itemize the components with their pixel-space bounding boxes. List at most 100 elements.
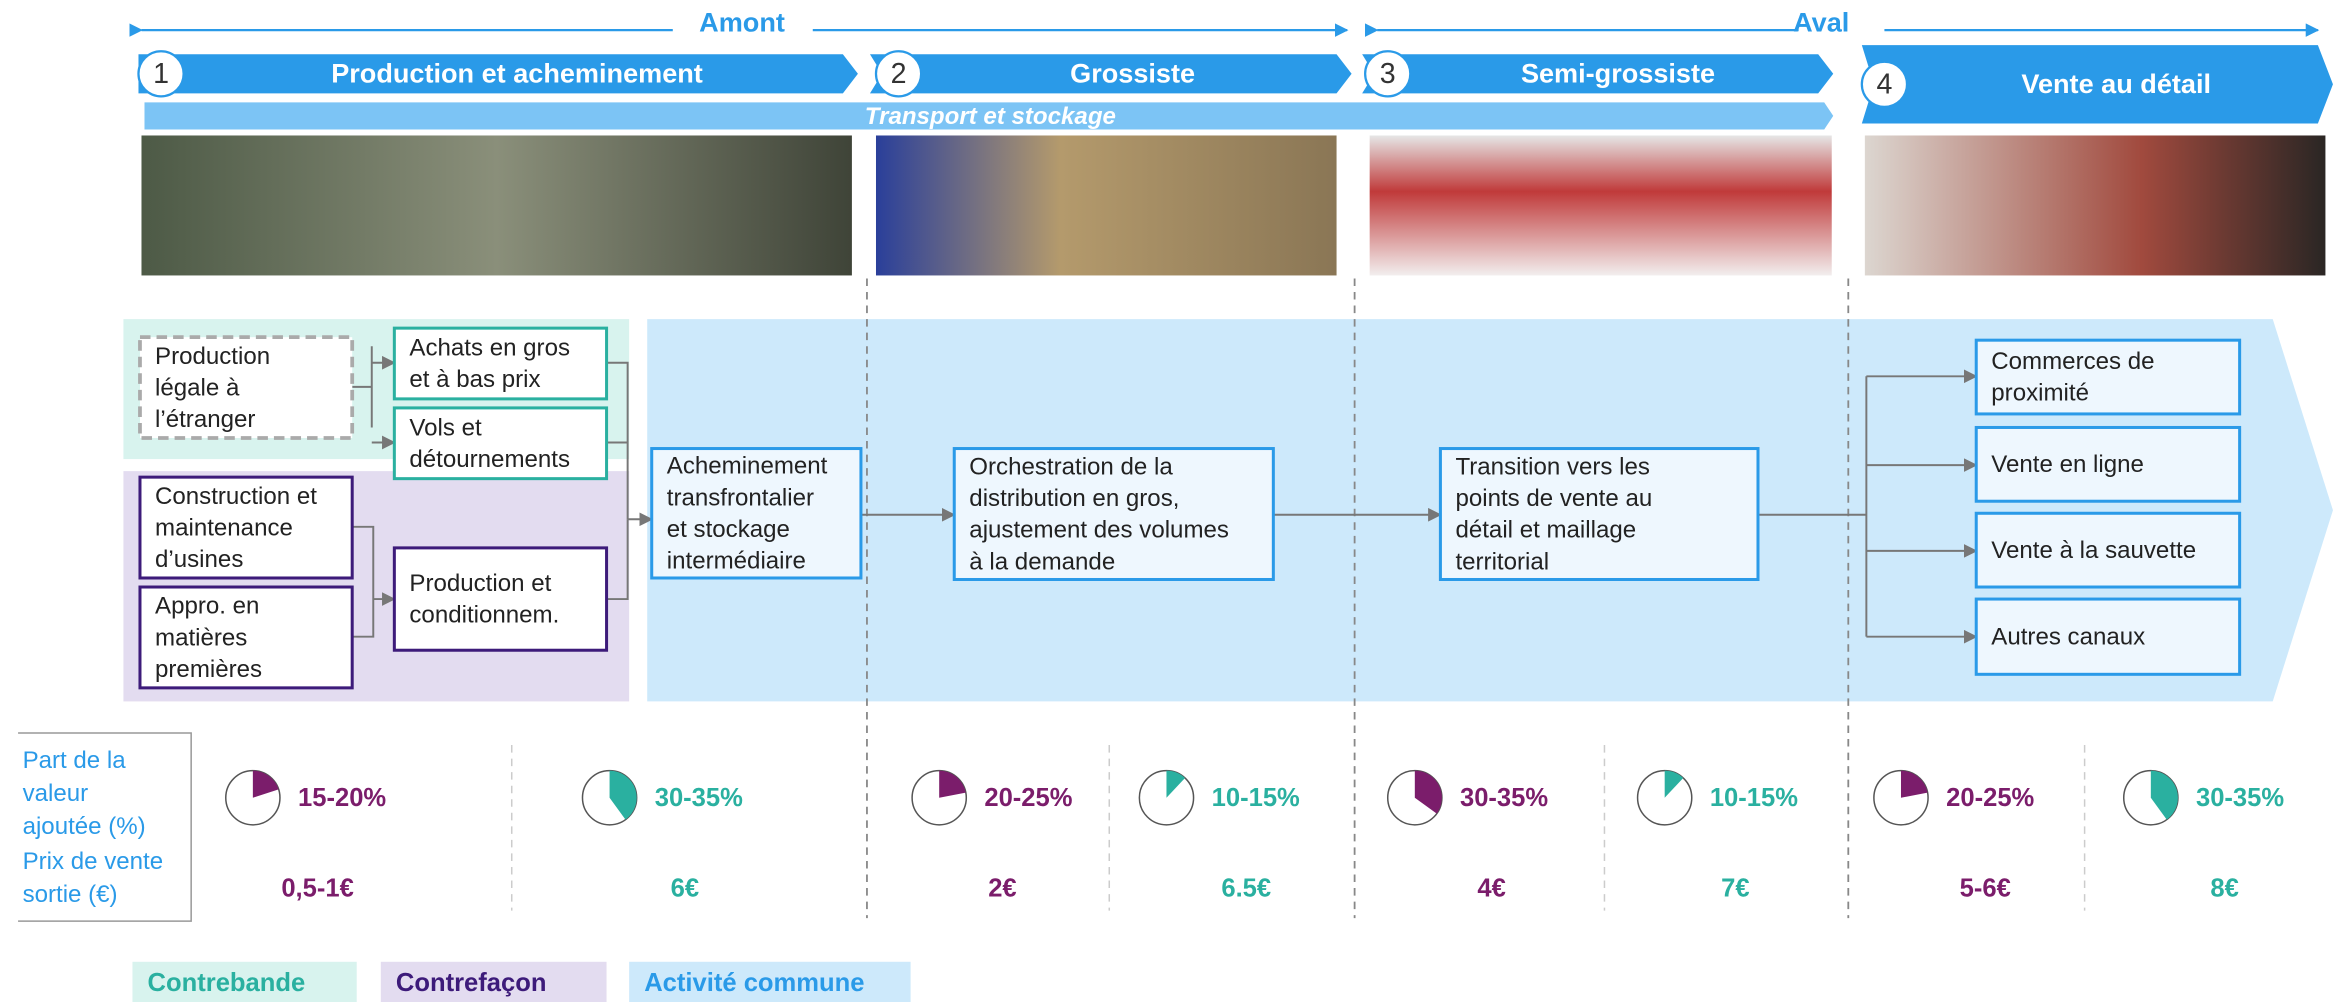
pie-wedge bbox=[1166, 770, 1186, 798]
stage-title: Production et acheminement bbox=[331, 57, 703, 88]
share-label: 10-15% bbox=[1710, 784, 1798, 812]
stage-banner bbox=[1861, 45, 2333, 124]
box-text: détail et maillage bbox=[1455, 517, 1636, 544]
upstream-label: Amont bbox=[699, 6, 785, 37]
box-text: conditionnem. bbox=[409, 602, 559, 629]
content: Amont Aval 1 Production et acheminement 2 Gro… bbox=[18, 6, 2333, 1002]
transport-bar bbox=[144, 102, 1834, 130]
stage-number: 3 bbox=[1380, 58, 1396, 90]
box-text: Transition vers les bbox=[1455, 453, 1649, 480]
box-text: et stockage bbox=[667, 516, 790, 543]
box-text: Commerces de bbox=[1991, 348, 2154, 375]
share-label: 30-35% bbox=[1460, 784, 1548, 812]
share-label: 30-35% bbox=[2196, 784, 2284, 812]
box-text: Production et bbox=[409, 570, 551, 597]
photo bbox=[1864, 135, 2326, 276]
legend-label: Activité commune bbox=[644, 969, 864, 997]
box-text: matières bbox=[155, 624, 247, 651]
process-box bbox=[1438, 447, 1760, 581]
box-text: proximité bbox=[1991, 380, 2089, 407]
price-label: 4€ bbox=[1477, 874, 1505, 902]
box-text: l’étranger bbox=[155, 406, 255, 433]
legend-label: Contrefaçon bbox=[396, 969, 547, 997]
process-box bbox=[392, 326, 609, 401]
box-text: Acheminement bbox=[667, 453, 828, 480]
process-box bbox=[138, 335, 355, 440]
box-text: intermédiaire bbox=[667, 548, 806, 575]
metrics-label: sortie (€) bbox=[23, 881, 118, 908]
stage-banner bbox=[138, 54, 858, 94]
box-text: détournements bbox=[409, 446, 570, 473]
box-text: transfrontalier bbox=[667, 484, 814, 511]
price-label: 6.5€ bbox=[1221, 874, 1271, 902]
process-box bbox=[138, 585, 354, 690]
legend-swatch bbox=[132, 961, 357, 1002]
box-text: Vente à la sauvette bbox=[1991, 537, 2196, 564]
box-text: premières bbox=[155, 656, 262, 683]
process-box bbox=[952, 447, 1275, 581]
box-text: distribution en gros, bbox=[969, 485, 1179, 512]
price-label: 6€ bbox=[671, 874, 699, 902]
transport-label: Transport et stockage bbox=[865, 103, 1116, 130]
stage-badge bbox=[1860, 60, 1909, 109]
photo bbox=[875, 135, 1337, 276]
connector bbox=[606, 361, 629, 520]
pie-wedge bbox=[1664, 770, 1684, 798]
legend-swatch bbox=[380, 961, 607, 1002]
process-box bbox=[392, 406, 609, 481]
metrics-label: Part de la bbox=[23, 747, 127, 774]
box-text: à la demande bbox=[969, 548, 1115, 575]
process-box bbox=[1974, 511, 2242, 589]
process-box bbox=[1974, 425, 2242, 503]
connector bbox=[606, 519, 629, 601]
photo bbox=[1369, 135, 1832, 276]
stage-number: 4 bbox=[1876, 68, 1892, 100]
pie-wedge bbox=[1900, 770, 1928, 798]
box-text: Vente en ligne bbox=[1991, 451, 2144, 478]
pie-wedge bbox=[2150, 770, 2178, 820]
box-text: Vols et bbox=[409, 414, 482, 441]
stage-banner bbox=[869, 54, 1352, 94]
share-label: 15-20% bbox=[298, 784, 386, 812]
pie-wedge bbox=[252, 770, 279, 798]
box-text: Orchestration de la bbox=[969, 453, 1173, 480]
pie-wedge bbox=[609, 770, 637, 820]
process-box bbox=[650, 447, 863, 580]
box-text: Appro. en bbox=[155, 593, 259, 620]
box-text: territorial bbox=[1455, 548, 1549, 575]
metrics-label: ajoutée (%) bbox=[23, 813, 146, 840]
metrics-label: valeur bbox=[23, 780, 89, 807]
pie-wedge bbox=[939, 770, 966, 798]
price-label: 7€ bbox=[1721, 874, 1749, 902]
metrics-label-frame bbox=[18, 732, 192, 922]
photo bbox=[141, 135, 852, 276]
stage-title: Semi-grossiste bbox=[1521, 57, 1715, 88]
price-label: 2€ bbox=[988, 874, 1016, 902]
stage-badge bbox=[137, 50, 185, 98]
box-text: ajustement des volumes bbox=[969, 517, 1229, 544]
stage-badge bbox=[874, 50, 923, 98]
box-text: Construction et bbox=[155, 483, 317, 510]
pie-wedge bbox=[1414, 770, 1442, 814]
stage-title: Grossiste bbox=[1070, 57, 1195, 88]
box-text: et à bas prix bbox=[409, 366, 540, 393]
process-box bbox=[1974, 338, 2242, 416]
box-text: Autres canaux bbox=[1991, 624, 2145, 651]
downstream-label: Aval bbox=[1793, 6, 1849, 37]
share-label: 20-25% bbox=[984, 784, 1072, 812]
share-label: 20-25% bbox=[1946, 784, 2034, 812]
box-text: d’usines bbox=[155, 546, 243, 573]
box-text: Production bbox=[155, 343, 270, 370]
price-label: 5-6€ bbox=[1960, 874, 2011, 902]
legend-label: Contrebande bbox=[148, 969, 306, 997]
box-text: maintenance bbox=[155, 514, 293, 541]
share-label: 10-15% bbox=[1212, 784, 1300, 812]
price-label: 0,5-1€ bbox=[281, 874, 354, 902]
process-box bbox=[138, 475, 354, 580]
process-box bbox=[392, 546, 609, 652]
process-box bbox=[1974, 597, 2242, 676]
price-label: 8€ bbox=[2210, 874, 2238, 902]
box-text: légale à bbox=[155, 374, 240, 401]
